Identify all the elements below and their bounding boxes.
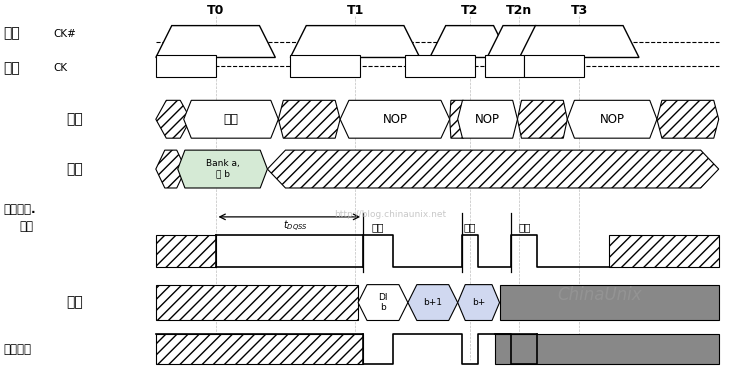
Text: T2: T2 — [461, 4, 478, 17]
Text: 命令: 命令 — [66, 112, 83, 126]
Polygon shape — [567, 100, 657, 138]
Text: NOP: NOP — [382, 113, 407, 126]
Text: T3: T3 — [571, 4, 588, 17]
Text: T1: T1 — [346, 4, 364, 17]
Polygon shape — [156, 26, 275, 58]
Polygon shape — [520, 26, 639, 58]
Text: 差分: 差分 — [4, 27, 20, 40]
Polygon shape — [484, 56, 524, 78]
Text: ChinaUnix: ChinaUnix — [556, 286, 641, 303]
Polygon shape — [500, 285, 718, 321]
Polygon shape — [156, 56, 215, 78]
Text: 数据掩码: 数据掩码 — [4, 343, 32, 356]
Text: CK#: CK# — [53, 29, 76, 39]
Polygon shape — [268, 150, 718, 188]
Polygon shape — [487, 26, 552, 58]
Text: DI
b: DI b — [378, 293, 388, 312]
Polygon shape — [178, 150, 268, 188]
Text: NOP: NOP — [475, 113, 500, 126]
Polygon shape — [290, 56, 360, 78]
Text: 选取: 选取 — [372, 222, 384, 232]
Polygon shape — [518, 100, 567, 138]
Text: Bank a,
列 b: Bank a, 列 b — [206, 160, 239, 179]
Text: 写入: 写入 — [224, 113, 238, 126]
Text: 选取: 选取 — [518, 222, 531, 232]
Text: http://blog.chinaunix.net: http://blog.chinaunix.net — [334, 210, 446, 219]
Polygon shape — [184, 100, 278, 138]
Polygon shape — [156, 285, 358, 321]
Text: $t_{DQSS}$: $t_{DQSS}$ — [283, 219, 308, 234]
Text: T0: T0 — [207, 4, 224, 17]
Polygon shape — [156, 100, 190, 138]
Polygon shape — [450, 100, 465, 138]
Polygon shape — [458, 285, 500, 321]
Polygon shape — [278, 100, 340, 138]
Polygon shape — [290, 26, 420, 58]
Text: 选取: 选取 — [464, 222, 476, 232]
Text: CK: CK — [53, 63, 68, 73]
Polygon shape — [458, 100, 518, 138]
Text: b+: b+ — [472, 298, 485, 307]
Polygon shape — [156, 334, 363, 364]
Text: 地址: 地址 — [66, 162, 83, 176]
Polygon shape — [156, 150, 186, 188]
Text: 数据: 数据 — [66, 296, 83, 309]
Text: T2n: T2n — [506, 4, 532, 17]
Text: 数据选取.: 数据选取. — [4, 203, 36, 216]
Polygon shape — [405, 56, 475, 78]
Polygon shape — [358, 285, 408, 321]
Polygon shape — [609, 235, 718, 267]
Polygon shape — [430, 26, 509, 58]
Text: b+1: b+1 — [423, 298, 442, 307]
Text: 时钟: 时钟 — [4, 62, 20, 75]
Polygon shape — [657, 100, 718, 138]
Text: 脉冲: 脉冲 — [20, 220, 33, 233]
Polygon shape — [340, 100, 450, 138]
Text: 阿宝1990: 阿宝1990 — [640, 349, 677, 359]
Text: NOP: NOP — [599, 113, 625, 126]
Polygon shape — [156, 235, 215, 267]
Polygon shape — [494, 334, 718, 364]
Polygon shape — [408, 285, 458, 321]
Polygon shape — [524, 56, 584, 78]
